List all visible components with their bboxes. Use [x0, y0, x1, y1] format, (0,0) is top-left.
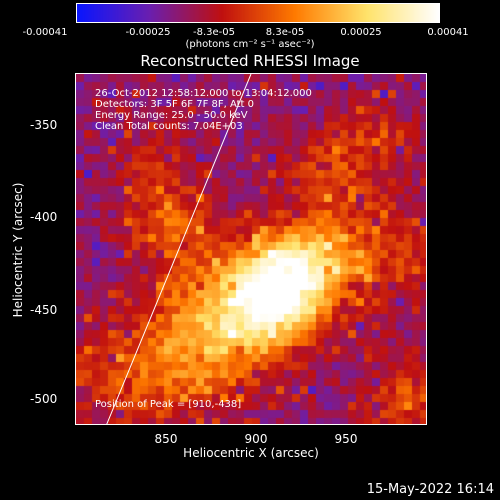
colorbar-tick: 0.00041 — [427, 27, 469, 38]
colorbar-tick: -0.00041 — [22, 27, 68, 38]
plot-overlay — [106, 74, 252, 424]
x-tick-label: 850 — [154, 432, 178, 446]
y-tick-label: -450 — [30, 303, 58, 317]
x-tick-label: 950 — [334, 432, 358, 446]
peak-position-label: Position of Peak = [910,-438] — [95, 399, 242, 410]
plot-title: Reconstructed RHESSI Image — [140, 52, 360, 70]
info-counts: Clean Total counts: 7.04E+03 — [95, 121, 243, 132]
colorbar-tick: 8.3e-05 — [265, 27, 305, 38]
y-tick-label: -500 — [30, 392, 58, 406]
colorbar — [76, 3, 440, 23]
limb-line — [106, 74, 252, 424]
plot-area: 26-Oct-2012 12:58:12.000 to 13:04:12.000… — [75, 73, 427, 425]
x-axis-label: Heliocentric X (arcsec) — [183, 446, 319, 460]
info-detectors: Detectors: 3F 5F 6F 7F 8F, Att 0 — [95, 99, 255, 110]
heatmap-image — [76, 74, 426, 424]
y-axis-label: Heliocentric Y (arcsec) — [11, 182, 25, 318]
info-time: 26-Oct-2012 12:58:12.000 to 13:04:12.000 — [95, 88, 312, 99]
info-energy: Energy Range: 25.0 - 50.0 keV — [95, 110, 248, 121]
colorbar-tick: 0.00025 — [340, 27, 382, 38]
colorbar-tick: -8.3e-05 — [193, 27, 235, 38]
x-tick-label: 900 — [244, 432, 268, 446]
footer-date: 15-May-2022 16:14 — [366, 482, 494, 497]
y-tick-label: -400 — [30, 210, 58, 224]
colorbar-units: (photons cm⁻² s⁻¹ asec⁻²) — [185, 39, 315, 50]
y-tick-label: -350 — [30, 118, 58, 132]
colorbar-tick: -0.00025 — [125, 27, 171, 38]
